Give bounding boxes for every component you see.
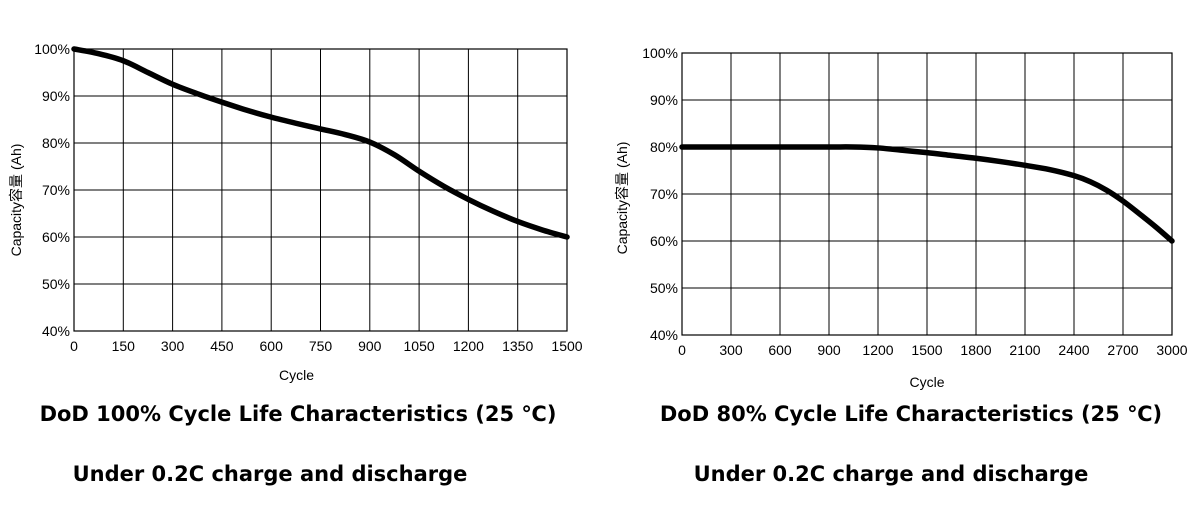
y-tick-label: 80% bbox=[42, 135, 70, 151]
y-tick-label: 70% bbox=[42, 182, 70, 198]
y-tick-label: 60% bbox=[42, 229, 70, 245]
series-line bbox=[71, 46, 570, 240]
x-tick-label: 1800 bbox=[960, 342, 991, 358]
chart-dod80: 0 300 600 900 1200 1500 1800 2100 2400 2700 3000 40… bbox=[614, 45, 1188, 390]
chart-panel-dod80: 0 300 600 900 1200 1500 1800 2100 2400 2700 3000 40… bbox=[598, 0, 1196, 515]
chart-panel-dod100: 0 150 300 450 600 750 900 1050 1200 1350 1500 40% 50… bbox=[8, 41, 583, 486]
x-tick-label: 900 bbox=[358, 338, 382, 354]
y-tick-label: 80% bbox=[650, 139, 678, 155]
x-tick-label: 900 bbox=[817, 342, 841, 358]
y-axis-label: Capacity容量 (Ah) bbox=[614, 142, 630, 255]
y-tick-label: 40% bbox=[650, 327, 678, 343]
x-tick-label: 1500 bbox=[551, 338, 582, 354]
chart-subtitle: Under 0.2C charge and discharge bbox=[72, 462, 468, 486]
y-tick-label: 40% bbox=[42, 323, 70, 339]
series-line bbox=[679, 144, 1175, 244]
y-tick-label: 50% bbox=[650, 280, 678, 296]
x-tick-label: 600 bbox=[260, 338, 284, 354]
x-tick-label: 3000 bbox=[1156, 342, 1187, 358]
y-tick-label: 100% bbox=[34, 41, 70, 57]
x-tick-label: 0 bbox=[70, 338, 78, 354]
x-tick-label: 150 bbox=[112, 338, 136, 354]
grid bbox=[73, 48, 568, 332]
x-tick-label: 300 bbox=[719, 342, 743, 358]
grid bbox=[681, 52, 1173, 336]
x-tick-label: 2100 bbox=[1009, 342, 1040, 358]
x-tick-label: 600 bbox=[768, 342, 792, 358]
x-tick-label: 1200 bbox=[862, 342, 893, 358]
x-axis-label: Cycle bbox=[279, 367, 314, 383]
x-tick-label: 1050 bbox=[404, 338, 435, 354]
chart-title: DoD 100% Cycle Life Characteristics (25 … bbox=[39, 402, 557, 426]
x-tick-label: 750 bbox=[309, 338, 333, 354]
y-axis-label: Capacity容量 (Ah) bbox=[8, 144, 24, 257]
y-tick-label: 60% bbox=[650, 233, 678, 249]
chart-dod100: 0 150 300 450 600 750 900 1050 1200 1350 1500 40% 50… bbox=[8, 41, 583, 383]
y-tick-label: 90% bbox=[650, 92, 678, 108]
x-axis-label: Cycle bbox=[909, 374, 944, 390]
chart-title: DoD 80% Cycle Life Characteristics (25 ℃… bbox=[659, 402, 1163, 426]
y-tick-label: 70% bbox=[650, 186, 678, 202]
x-tick-label: 2700 bbox=[1107, 342, 1138, 358]
x-tick-label: 2400 bbox=[1058, 342, 1089, 358]
x-tick-label: 450 bbox=[210, 338, 234, 354]
y-tick-label: 90% bbox=[42, 88, 70, 104]
x-tick-label: 1350 bbox=[502, 338, 533, 354]
x-tick-label: 1500 bbox=[911, 342, 942, 358]
plot-frame bbox=[681, 52, 1173, 336]
plot-frame bbox=[73, 48, 568, 332]
x-tick-label: 0 bbox=[678, 342, 686, 358]
chart-subtitle: Under 0.2C charge and discharge bbox=[693, 462, 1089, 486]
x-tick-label: 300 bbox=[161, 338, 185, 354]
y-tick-label: 100% bbox=[642, 45, 678, 61]
x-tick-label: 1200 bbox=[453, 338, 484, 354]
y-tick-label: 50% bbox=[42, 276, 70, 292]
